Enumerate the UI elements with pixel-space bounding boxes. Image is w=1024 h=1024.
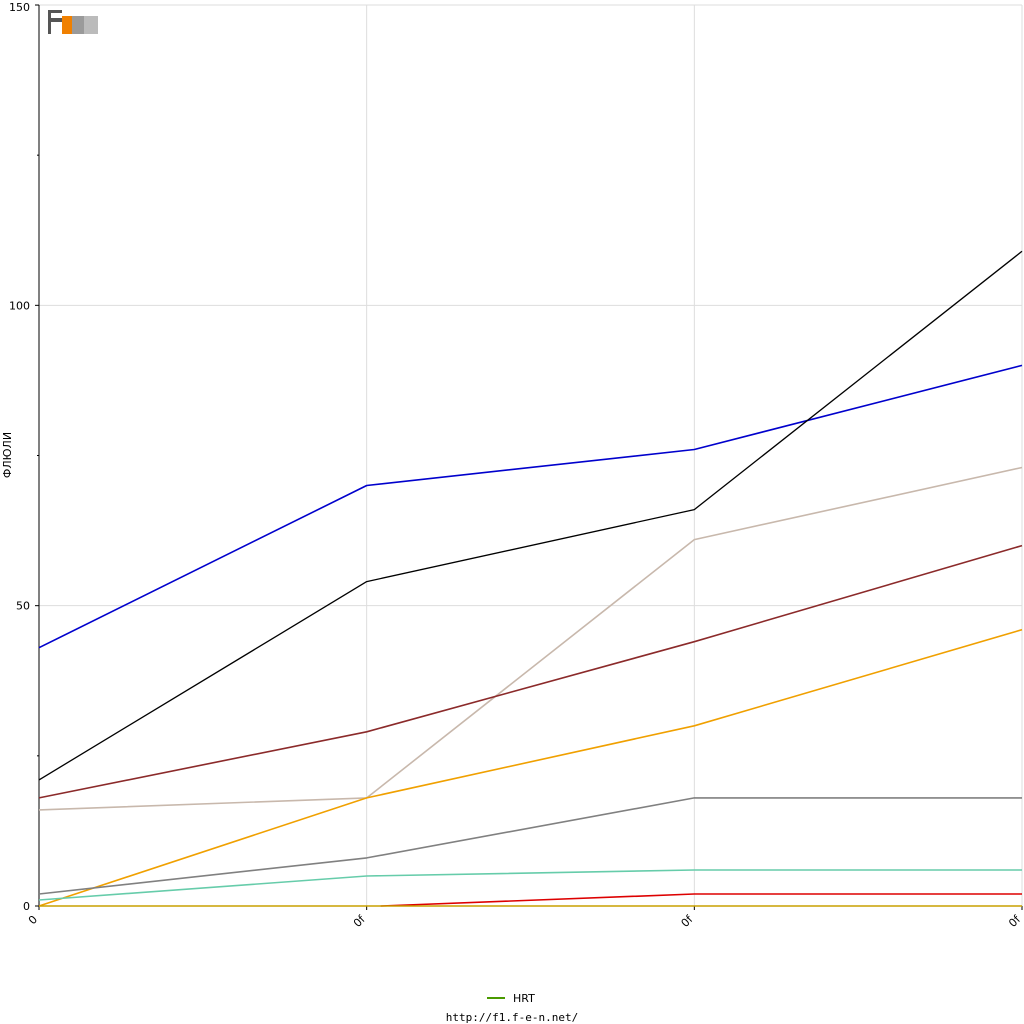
y-tick-label: 100 xyxy=(9,299,30,312)
series-lines xyxy=(38,250,1023,907)
series-line-7 xyxy=(38,869,1022,901)
y-tick-label: 50 xyxy=(16,600,30,613)
logo xyxy=(48,10,98,34)
legend: HRT xyxy=(487,992,535,1005)
series-line-2 xyxy=(38,250,1023,781)
y-tick-label: 0 xyxy=(23,900,30,913)
tick-labels: 0 0f 0f 0f 0 50 100 150 xyxy=(9,1,1024,930)
series-line-8 xyxy=(380,893,1022,907)
x-tick-label: 0 xyxy=(26,913,40,927)
series-line-3 xyxy=(38,466,1023,811)
logo-mark-f-cut-top xyxy=(51,13,62,18)
logo-mark-1 xyxy=(62,16,72,34)
logo-mark-e xyxy=(72,16,84,34)
logo-mark-n xyxy=(84,16,98,34)
series-line-1 xyxy=(38,364,1023,649)
y-axis-label: ФЛЮЛИ xyxy=(1,432,14,478)
x-tick-label: 0f xyxy=(1006,912,1024,930)
series-line-6 xyxy=(38,797,1022,895)
series-line-5 xyxy=(38,628,1023,907)
axes xyxy=(35,4,1023,910)
legend-label-hrt: HRT xyxy=(513,992,535,1005)
x-tick-label: 0f xyxy=(351,912,369,930)
source-url: http://f1.f-e-n.net/ xyxy=(446,1011,578,1024)
gridlines xyxy=(39,4,1023,906)
x-tick-label: 0f xyxy=(679,912,697,930)
logo-mark-f-cut-bottom xyxy=(51,22,62,34)
y-tick-label: 150 xyxy=(9,1,30,14)
series-line-4 xyxy=(38,544,1023,799)
